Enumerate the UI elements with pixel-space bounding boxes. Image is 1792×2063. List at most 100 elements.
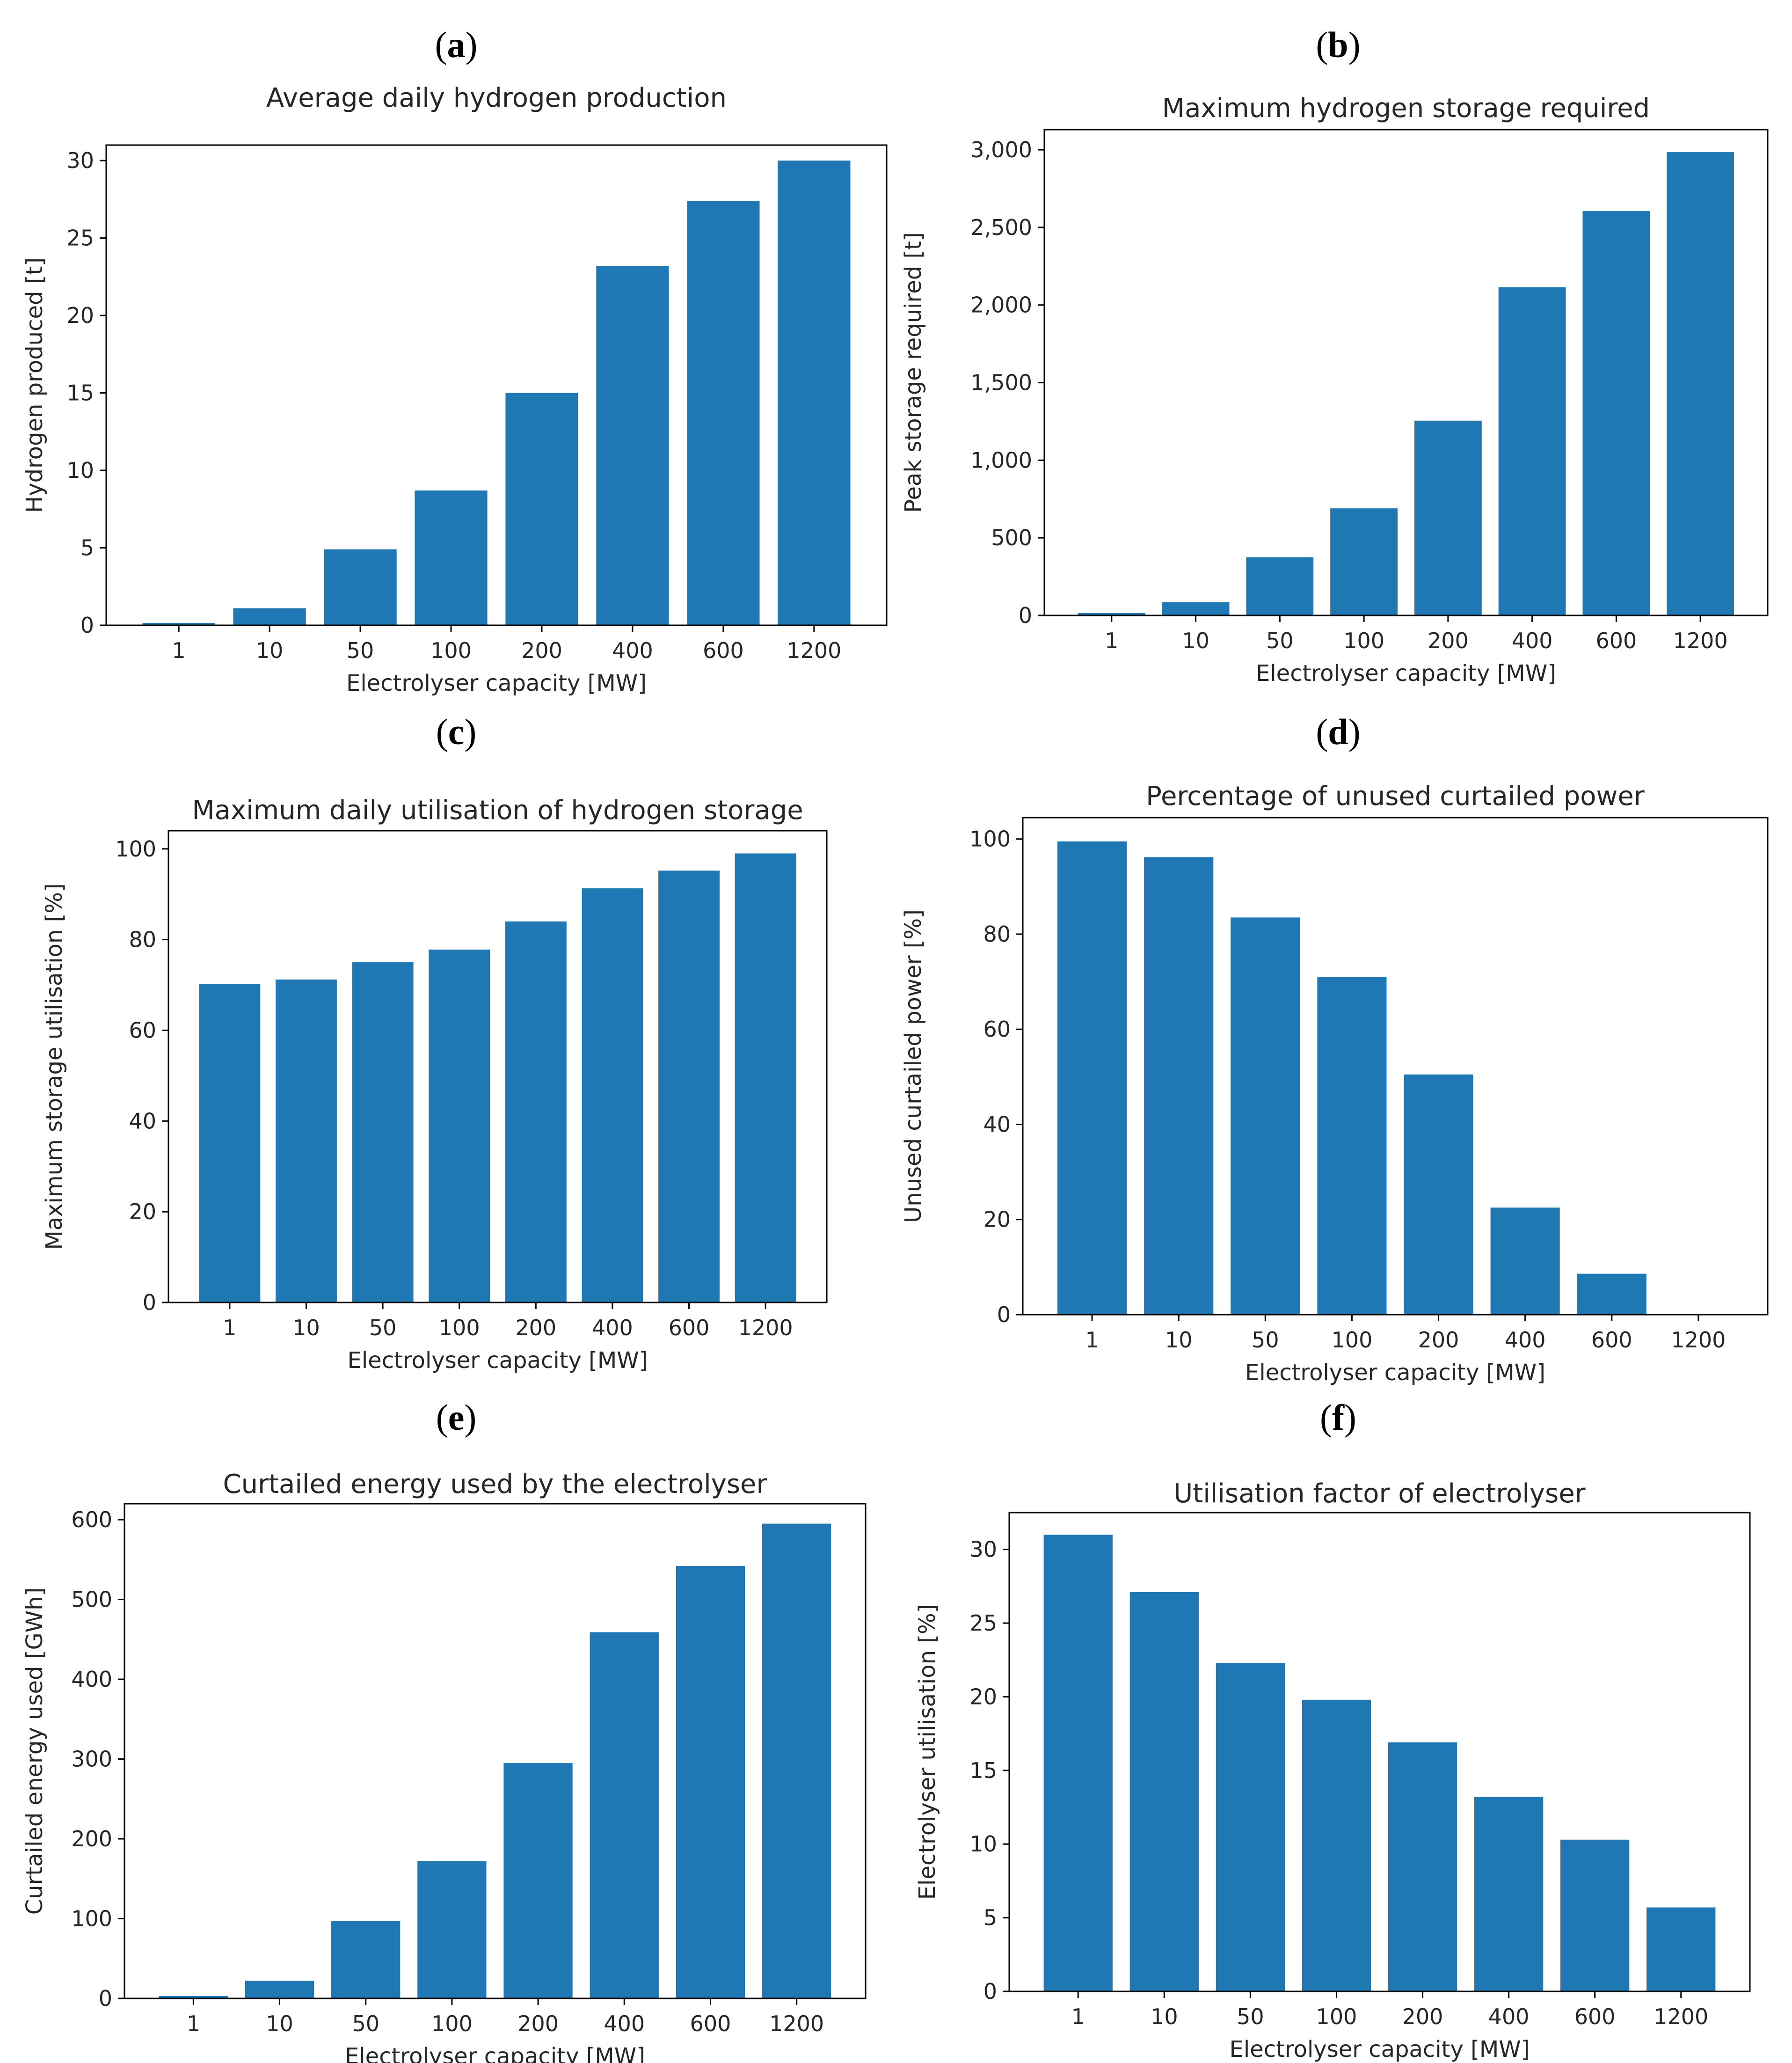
panel-f-bar-10	[1129, 1592, 1199, 1991]
panel-a-bar-400	[596, 266, 669, 625]
panel-c-xtick-label-600: 600	[669, 1315, 710, 1340]
panel-b-bar-1	[1078, 613, 1145, 615]
panel-f-xtick-label-400: 400	[1488, 2004, 1530, 2029]
panel-d-xtick-label-50: 50	[1252, 1327, 1279, 1353]
panel-d-title: Percentage of unused curtailed power	[1146, 781, 1645, 812]
panel-d-bar-1	[1057, 841, 1127, 1315]
panel-b-xtick-label-1200: 1200	[1673, 628, 1728, 653]
panel-c-xtick-label-100: 100	[439, 1315, 480, 1340]
panel-e-xtick-label-100: 100	[431, 2011, 473, 2036]
panel-c-bar-10	[276, 979, 337, 1302]
panel-e-bar-200	[503, 1763, 573, 1998]
panel-c-xtick-label-1: 1	[223, 1315, 236, 1340]
panel-e-bar-100	[417, 1861, 487, 1998]
panel-b-xtick-label-50: 50	[1266, 628, 1294, 653]
panel-b-ytick-label-1500: 1,500	[970, 370, 1032, 395]
panel-b-title: Maximum hydrogen storage required	[1162, 93, 1650, 124]
panel-d-xtick-label-1: 1	[1085, 1327, 1099, 1353]
panel-c-axes-frame	[168, 830, 828, 1303]
panel-e-bar-50	[331, 1921, 401, 1998]
panel-a-ytick-label-20: 20	[66, 303, 94, 328]
panel-d-ytick-label-0: 0	[997, 1302, 1011, 1327]
panel-e-title: Curtailed energy used by the electrolyse…	[223, 1469, 767, 1500]
panel-f-bar-600	[1560, 1839, 1630, 1991]
panel-f-bar-1	[1043, 1535, 1113, 1991]
panel-b-chart: (b) Maximum hydrogen storage required 1 10 5…	[900, 24, 1769, 687]
panel-c-ytick-label-80: 80	[129, 927, 156, 952]
panel-b-ytick-label-3000: 3,000	[970, 137, 1032, 162]
panel-a-xtick-label-200: 200	[521, 638, 562, 663]
panel-a-bar-200	[505, 393, 578, 625]
panel-c-bar-200	[505, 921, 567, 1302]
panel-f-xtick-label-200: 200	[1402, 2004, 1443, 2029]
panel-e-ytick-label-100: 100	[71, 1906, 112, 1931]
panel-a-xlabel: Electrolyser capacity [MW]	[346, 670, 647, 696]
panel-e-ytick-label-300: 300	[71, 1747, 112, 1772]
panel-e-bar-400	[590, 1632, 659, 1998]
panel-f-xtick-label-1200: 1200	[1654, 2004, 1708, 2029]
panel-c-ytick-label-20: 20	[129, 1199, 156, 1224]
panel-e-xtick-label-50: 50	[352, 2011, 379, 2036]
panel-f-xtick-label-1: 1	[1071, 2004, 1085, 2029]
panel-f-chart: (f) Utilisation factor of electrolyser 1 10…	[914, 1397, 1751, 2063]
panel-c-xtick-label-200: 200	[515, 1315, 556, 1340]
panel-c-bar-100	[429, 949, 490, 1302]
panel-b-xtick-label-400: 400	[1512, 628, 1553, 653]
panel-a-ytick-label-30: 30	[66, 148, 94, 173]
panel-c-label: (c)	[436, 711, 477, 752]
panel-e-bar-600	[676, 1566, 745, 1998]
panel-b-label: (b)	[1316, 24, 1360, 65]
panel-b-xtick-label-100: 100	[1343, 628, 1384, 653]
panel-a-xtick-label-1200: 1200	[787, 638, 841, 663]
panel-c-ylabel: Maximum storage utilisation [%]	[41, 883, 67, 1250]
panel-e-xtick-label-400: 400	[604, 2011, 645, 2036]
panel-d-axes-frame	[1022, 817, 1769, 1316]
panel-d-label: (d)	[1316, 711, 1360, 752]
panel-b-bar-200	[1414, 420, 1482, 615]
panel-b-xlabel: Electrolyser capacity [MW]	[1256, 660, 1556, 687]
panel-a-bar-50	[324, 549, 397, 625]
panel-b-bar-50	[1246, 557, 1314, 615]
panel-e-chart: (e) Curtailed energy used by the electrol…	[22, 1397, 867, 2063]
panel-f-xlabel: Electrolyser capacity [MW]	[1230, 2036, 1530, 2063]
panel-c-title: Maximum daily utilisation of hydrogen st…	[192, 795, 803, 826]
panel-d-xtick-label-400: 400	[1505, 1327, 1546, 1353]
panel-d-xtick-label-600: 600	[1591, 1327, 1632, 1353]
panel-c-xtick-label-50: 50	[369, 1315, 397, 1340]
panel-d-ytick-label-80: 80	[983, 922, 1011, 947]
panel-b-ytick-label-500: 500	[991, 525, 1032, 550]
panel-c-ytick-label-60: 60	[129, 1017, 156, 1043]
panel-c-bar-600	[658, 871, 720, 1302]
panel-e-bar-1200	[762, 1523, 831, 1998]
panel-b-bar-10	[1162, 602, 1230, 615]
panel-d-ytick-label-60: 60	[983, 1017, 1011, 1042]
panel-b-bar-600	[1582, 211, 1650, 616]
panel-a-bar-1200	[778, 161, 851, 626]
panel-b-ytick-label-1000: 1,000	[970, 447, 1032, 473]
panel-f-bar-1200	[1646, 1907, 1716, 1991]
panel-f-bar-200	[1388, 1742, 1457, 1991]
panel-f-title: Utilisation factor of electrolyser	[1173, 1478, 1586, 1509]
panel-a-ytick-label-10: 10	[66, 458, 94, 483]
panel-b-ytick-label-2500: 2,500	[970, 215, 1032, 240]
panel-f-ytick-label-30: 30	[969, 1537, 997, 1562]
panel-a-ytick-label-15: 15	[66, 380, 94, 406]
panel-f-label: (f)	[1320, 1397, 1356, 1438]
panel-b-xtick-label-200: 200	[1428, 628, 1469, 653]
panel-e-ytick-label-200: 200	[71, 1826, 112, 1851]
panel-a-label: (a)	[435, 24, 478, 65]
panel-d-xlabel: Electrolyser capacity [MW]	[1245, 1360, 1545, 1386]
panel-a-xtick-label-1: 1	[172, 638, 186, 663]
panel-f-bar-50	[1216, 1663, 1285, 1991]
panel-a-bar-1	[142, 623, 215, 625]
panel-e-ytick-label-0: 0	[99, 1986, 112, 2011]
panel-d-bar-200	[1404, 1074, 1473, 1315]
panel-e-bar-10	[245, 1981, 314, 1998]
panel-a-xtick-label-50: 50	[347, 638, 374, 663]
panel-b-ytick-label-2000: 2,000	[970, 293, 1032, 318]
panel-f-ytick-label-0: 0	[983, 1979, 997, 2004]
panel-d-ytick-label-40: 40	[983, 1112, 1011, 1137]
panel-f-ytick-label-15: 15	[969, 1758, 997, 1783]
panel-e-ytick-label-600: 600	[71, 1507, 112, 1532]
panel-d-xtick-label-100: 100	[1332, 1327, 1373, 1353]
